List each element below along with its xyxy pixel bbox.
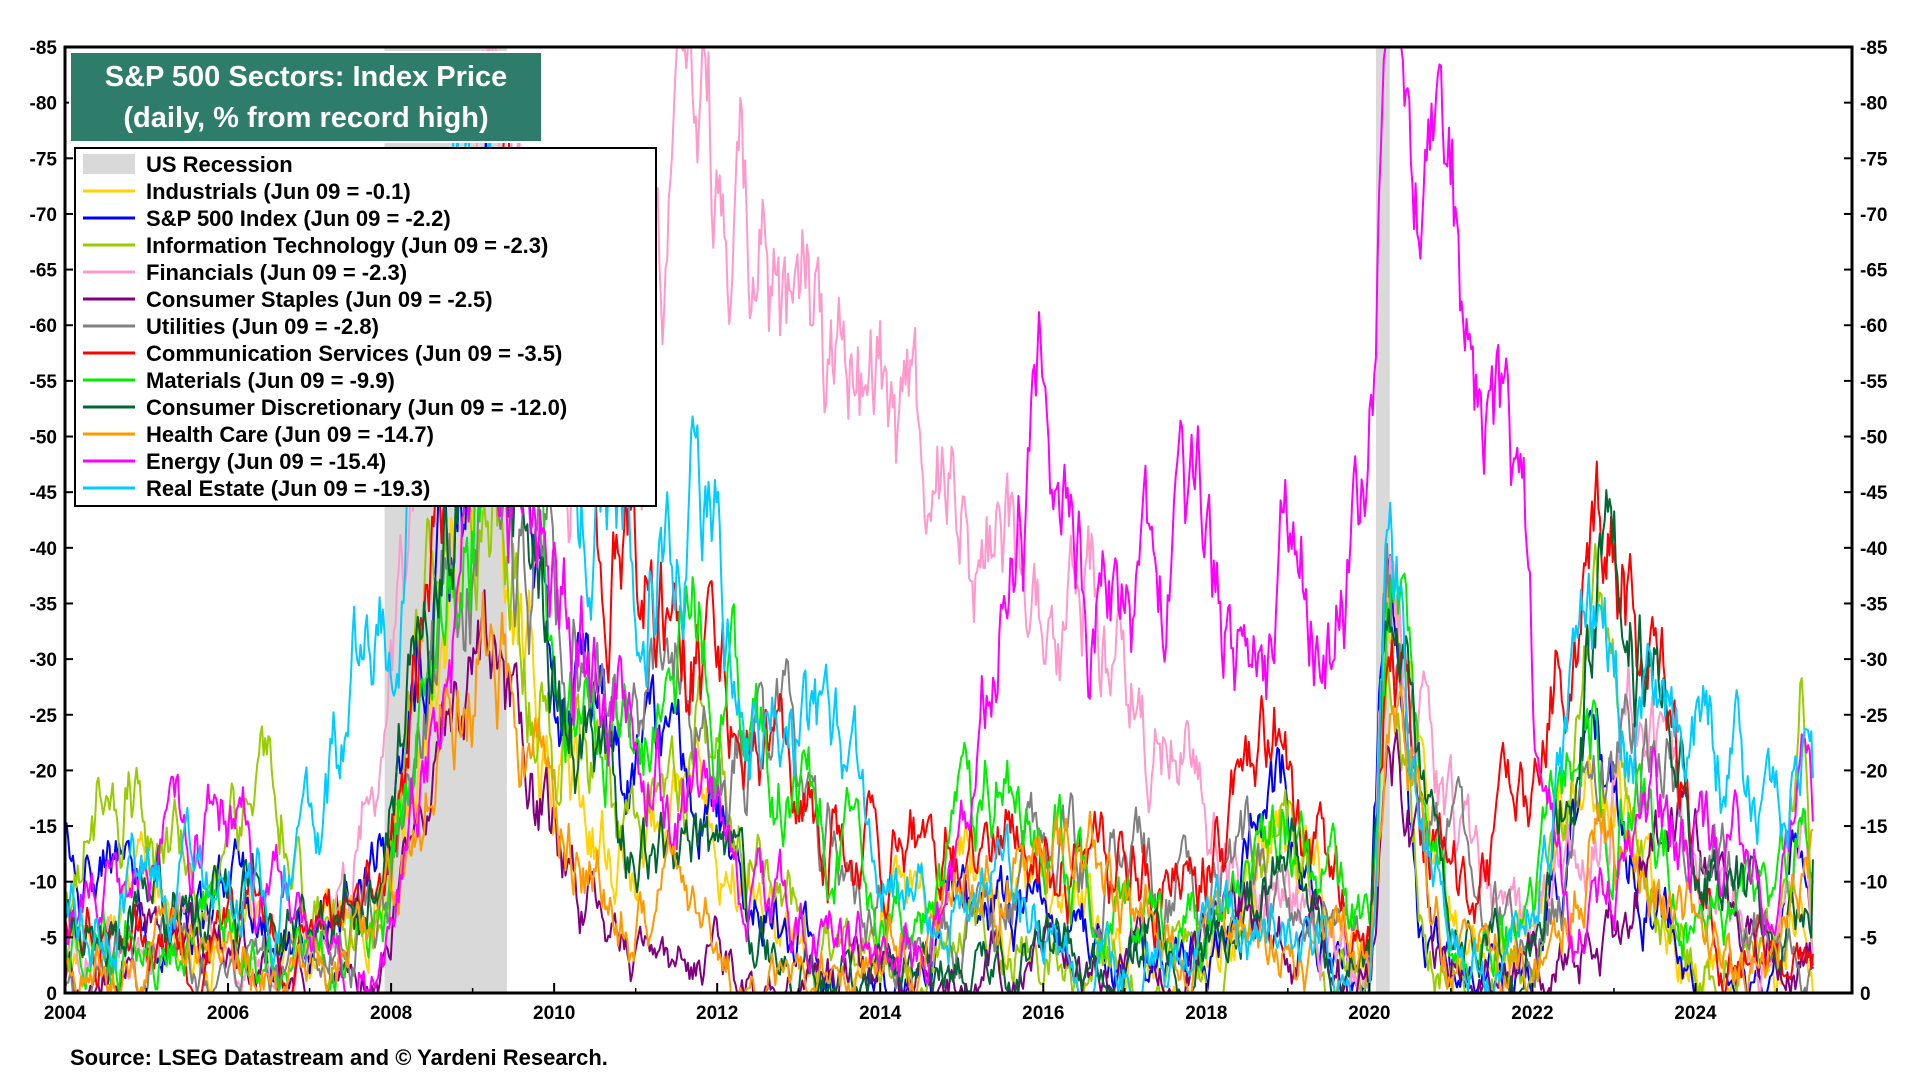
y-tick-label-left: -40 xyxy=(30,539,57,560)
source-note: Source: LSEG Datastream and © Yardeni Re… xyxy=(70,1045,608,1070)
series-line-realestate xyxy=(64,65,1814,994)
y-tick-label-left: -60 xyxy=(30,316,57,337)
series-line-materials xyxy=(64,256,1814,994)
title-box: S&P 500 Sectors: Index Price (daily, % f… xyxy=(69,51,543,143)
y-tick-label-left: -45 xyxy=(30,483,58,504)
y-tick-label-left: -50 xyxy=(30,428,57,449)
y-tick-label-left: 0 xyxy=(46,984,57,1005)
legend-label: Real Estate (Jun 09 = -19.3) xyxy=(146,476,430,501)
y-tick-label-right: -75 xyxy=(1860,149,1888,170)
y-tick-label-right: -5 xyxy=(1860,928,1877,949)
legend-label: Financials (Jun 09 = -2.3) xyxy=(146,260,407,285)
x-tick-label: 2014 xyxy=(859,1003,902,1024)
legend-label: Materials (Jun 09 = -9.9) xyxy=(146,368,395,393)
x-tick-label: 2024 xyxy=(1674,1003,1717,1024)
y-tick-label-left: -75 xyxy=(30,149,58,170)
y-tick-label-left: -25 xyxy=(30,706,58,727)
legend-label: Industrials (Jun 09 = -0.1) xyxy=(146,179,411,204)
y-tick-label-left: -85 xyxy=(30,38,58,59)
axis-layer: -85 -85 -80 -80 -75 -75 -70 -70 -65 -65 -60 -60 -55 -… xyxy=(30,38,1888,1024)
y-tick-label-right: -10 xyxy=(1860,873,1887,894)
x-tick-label: 2006 xyxy=(207,1003,249,1024)
y-tick-label-left: -5 xyxy=(40,928,57,949)
x-tick-label: 2020 xyxy=(1348,1003,1390,1024)
y-tick-label-right: -35 xyxy=(1860,594,1888,615)
legend-background xyxy=(74,147,657,507)
y-tick-label-right: -60 xyxy=(1860,316,1887,337)
x-tick-label: 2008 xyxy=(370,1003,412,1024)
legend-label: Health Care (Jun 09 = -14.7) xyxy=(146,422,434,447)
y-tick-label-left: -35 xyxy=(30,594,58,615)
x-tick-label: 2010 xyxy=(533,1003,575,1024)
y-tick-label-left: -10 xyxy=(30,873,57,894)
y-tick-label-right: -30 xyxy=(1860,650,1887,671)
y-tick-label-right: -85 xyxy=(1860,38,1888,59)
series-line-utilities xyxy=(64,424,1814,994)
x-tick-label: 2022 xyxy=(1511,1003,1553,1024)
y-tick-label-right: -40 xyxy=(1860,539,1887,560)
y-tick-label-right: -70 xyxy=(1860,205,1887,226)
y-tick-label-right: -20 xyxy=(1860,761,1887,782)
y-tick-label-left: -15 xyxy=(30,817,58,838)
legend-label: Communication Services (Jun 09 = -3.5) xyxy=(146,341,562,366)
series-line-financials xyxy=(64,46,1814,994)
x-tick-label: 2016 xyxy=(1022,1003,1064,1024)
legend-label: Information Technology (Jun 09 = -2.3) xyxy=(146,233,548,258)
y-tick-label-right: -50 xyxy=(1860,428,1887,449)
y-tick-label-left: -70 xyxy=(30,205,57,226)
chart-subtitle: (daily, % from record high) xyxy=(123,102,488,134)
y-tick-label-left: -30 xyxy=(30,650,57,671)
x-tick-label: 2004 xyxy=(44,1003,87,1024)
y-tick-label-right: -45 xyxy=(1860,483,1888,504)
y-tick-label-right: -15 xyxy=(1860,817,1888,838)
y-tick-label-left: -55 xyxy=(30,372,58,393)
series-layer xyxy=(64,46,1814,994)
title-background xyxy=(69,51,543,143)
y-tick-label-left: -80 xyxy=(30,94,57,115)
y-tick-label-left: -65 xyxy=(30,261,58,282)
legend-label: Consumer Discretionary (Jun 09 = -12.0) xyxy=(146,395,567,420)
y-tick-label-left: -20 xyxy=(30,761,57,782)
x-tick-label: 2012 xyxy=(696,1003,738,1024)
x-tick-label: 2018 xyxy=(1185,1003,1227,1024)
legend-label: Consumer Staples (Jun 09 = -2.5) xyxy=(146,287,493,312)
legend-label: US Recession xyxy=(146,152,293,177)
y-tick-label-right: -80 xyxy=(1860,94,1887,115)
y-tick-label-right: 0 xyxy=(1860,984,1871,1005)
chart-title: S&P 500 Sectors: Index Price xyxy=(105,61,507,93)
y-tick-label-right: -55 xyxy=(1860,372,1888,393)
series-line-communication xyxy=(64,82,1814,994)
legend-label: S&P 500 Index (Jun 09 = -2.2) xyxy=(146,206,451,231)
legend-label: Utilities (Jun 09 = -2.8) xyxy=(146,314,379,339)
y-tick-label-right: -65 xyxy=(1860,261,1888,282)
series-line-healthcare xyxy=(64,591,1814,994)
legend-swatch-recession xyxy=(83,154,135,174)
y-tick-label-right: -25 xyxy=(1860,706,1888,727)
plot-frame xyxy=(63,45,1854,995)
legend-label: Energy (Jun 09 = -15.4) xyxy=(146,449,386,474)
